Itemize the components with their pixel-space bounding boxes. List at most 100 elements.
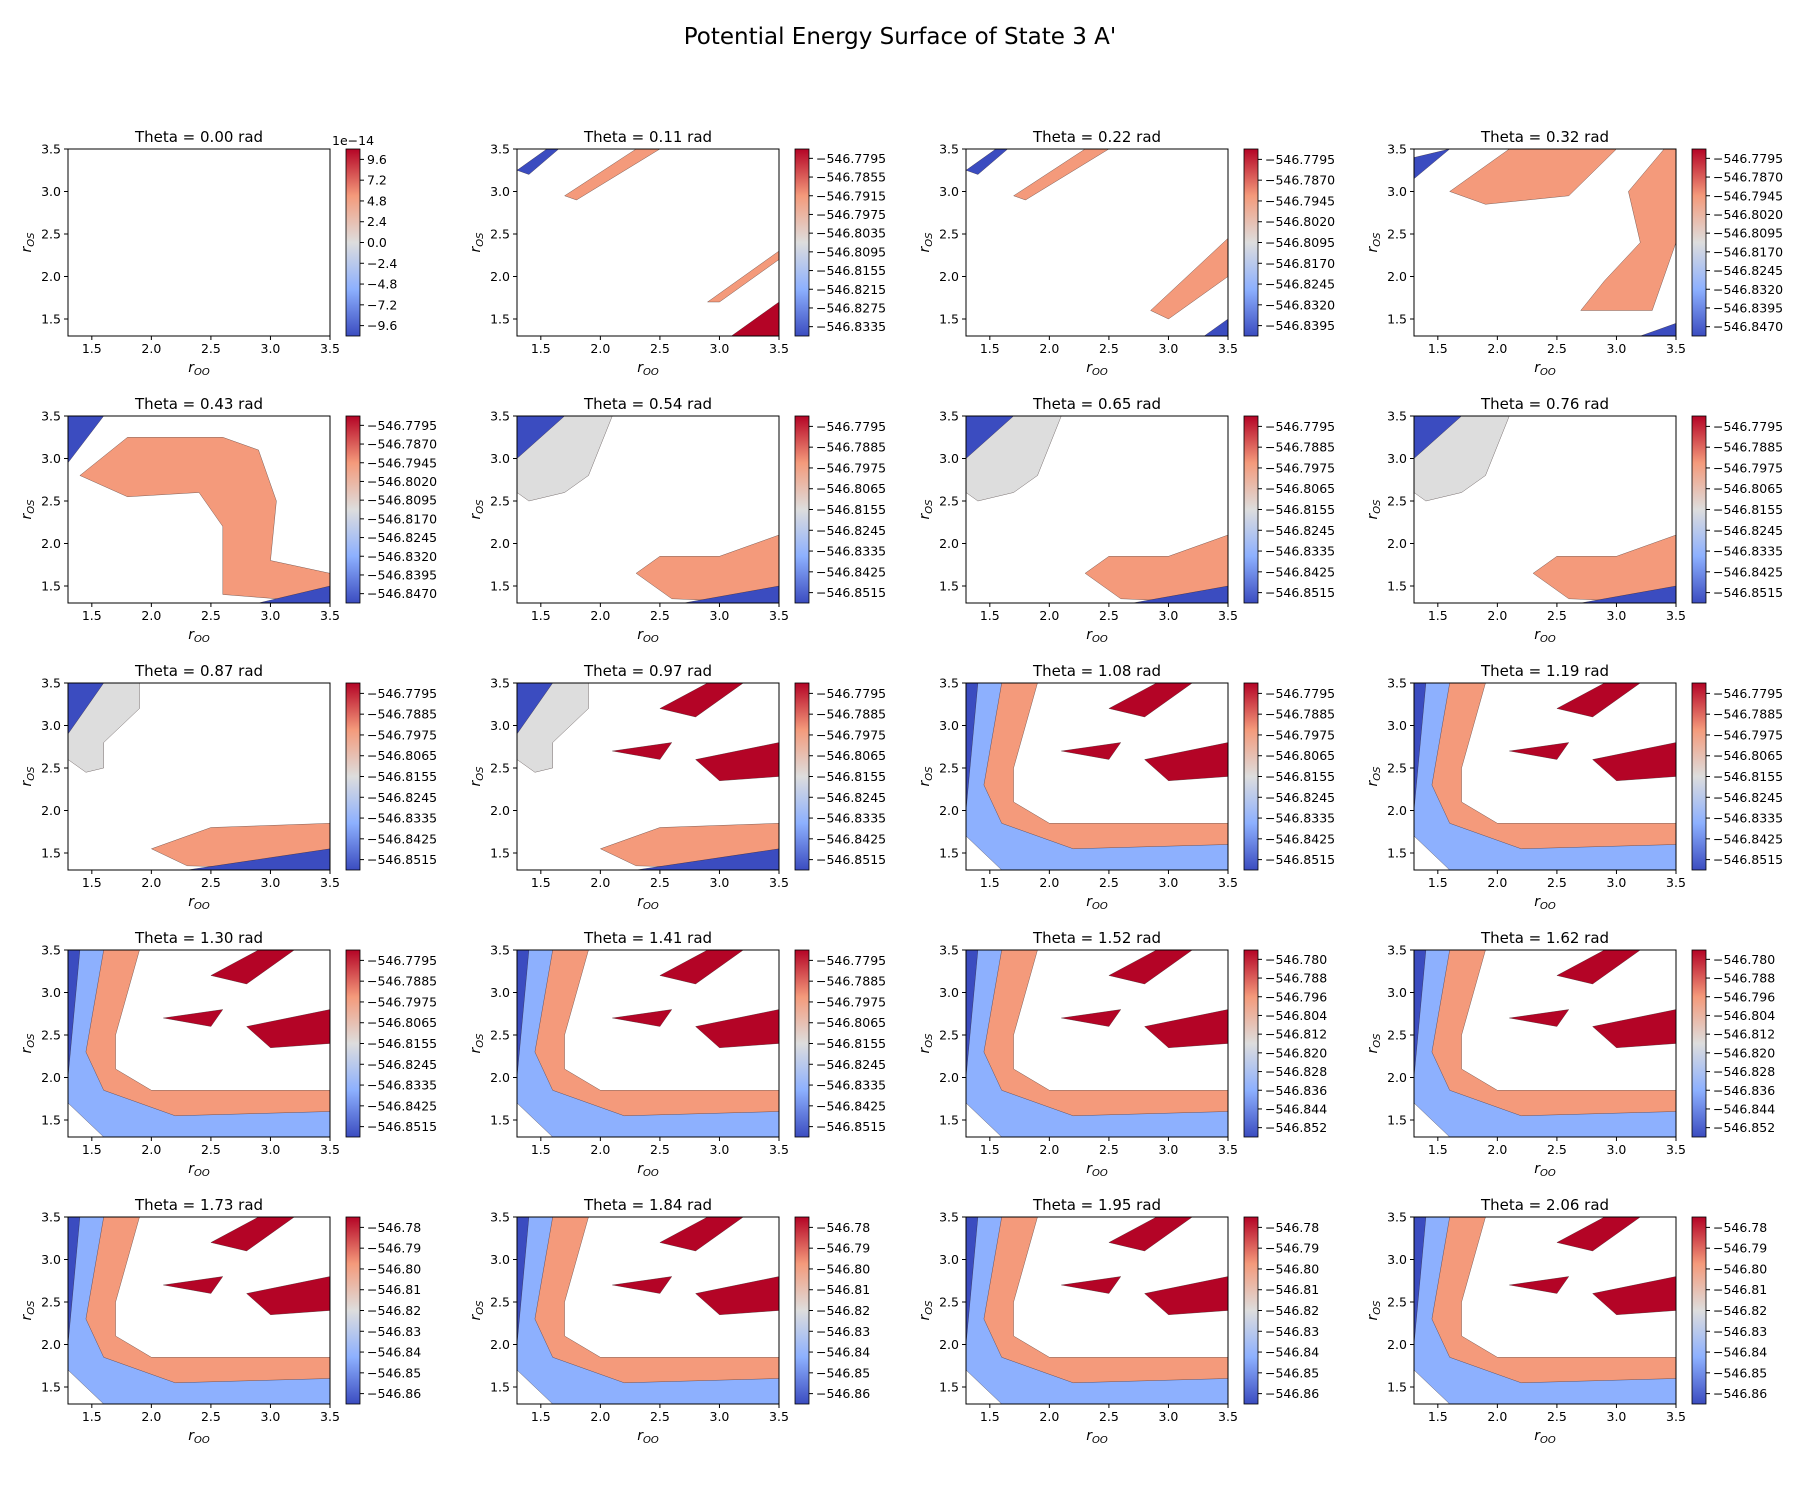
contour-region xyxy=(635,534,779,603)
colorbar-tick-label: −546.8515 xyxy=(816,1119,886,1134)
y-tick-label: 2.0 xyxy=(41,1337,61,1352)
contour-region xyxy=(210,950,295,985)
x-tick-label: 2.0 xyxy=(1039,608,1059,623)
colorbar-tick-label: −546.8245 xyxy=(1713,790,1783,805)
y-tick-label: 1.5 xyxy=(939,1113,959,1128)
x-tick-label: 2.5 xyxy=(201,1142,221,1157)
plot-frame xyxy=(516,682,780,871)
colorbar-tick-label: −546.7885 xyxy=(367,707,437,722)
colorbar-tick-label: −546.7795 xyxy=(1713,419,1783,434)
colorbar-tick-label: −546.7795 xyxy=(816,419,886,434)
x-tick-label: 3.5 xyxy=(320,341,340,356)
colorbar-tick-label: −546.8245 xyxy=(367,1057,437,1072)
x-tick-label: 3.0 xyxy=(261,875,281,890)
y-tick-label: 3.5 xyxy=(1387,409,1407,424)
plot-frame xyxy=(965,682,1229,871)
subplot: Theta = 1.19 rad 1.5 2.0 2.5 3.0 3.5 1.5 2.0 2.5… xyxy=(1365,662,1783,912)
colorbar-tick-label: −546.8065 xyxy=(1713,481,1783,496)
x-tick-label: 2.0 xyxy=(1039,875,1059,890)
contour-region xyxy=(68,950,330,1137)
x-tick-label: 1.5 xyxy=(531,608,551,623)
colorbar-tick-label: −546.8335 xyxy=(1265,544,1335,559)
y-tick-label: 2.5 xyxy=(41,227,61,242)
subplot: Theta = 0.97 rad 1.5 2.0 2.5 3.0 3.5 1.5 2.0 2.5… xyxy=(468,662,886,912)
subplot: Theta = 0.32 rad 1.5 2.0 2.5 3.0 3.5 1.5 2.0 2.5… xyxy=(1365,128,1783,378)
x-tick-label: 1.5 xyxy=(531,1142,551,1157)
contour-fill xyxy=(1414,683,1676,870)
y-tick-label: 2.5 xyxy=(41,1295,61,1310)
colorbar xyxy=(345,949,361,1138)
y-tick-label: 2.0 xyxy=(490,1070,510,1085)
colorbar xyxy=(1243,148,1259,337)
x-tick-label: 2.5 xyxy=(1099,608,1119,623)
y-tick-label: 1.5 xyxy=(41,1113,61,1128)
y-tick-label: 2.0 xyxy=(1387,269,1407,284)
y-tick-label: 2.5 xyxy=(41,1028,61,1043)
contour-fill xyxy=(1414,950,1676,1137)
y-tick-label: 3.5 xyxy=(1387,1210,1407,1225)
subplot: Theta = 1.52 rad 1.5 2.0 2.5 3.0 3.5 1.5 2.0 2.5… xyxy=(917,929,1327,1179)
x-axis-label: rOO xyxy=(188,1161,210,1179)
subplot: Theta = 0.65 rad 1.5 2.0 2.5 3.0 3.5 1.5 2.0 2.5… xyxy=(917,395,1335,645)
x-tick-label: 3.5 xyxy=(1666,608,1686,623)
subplot: Theta = 1.95 rad 1.5 2.0 2.5 3.0 3.5 1.5 2.0 2.5… xyxy=(917,1196,1319,1446)
y-tick-label: 2.0 xyxy=(1387,803,1407,818)
y-tick-label: 3.5 xyxy=(939,409,959,424)
plot-frame xyxy=(1413,415,1677,604)
subplot: Theta = 1.30 rad 1.5 2.0 2.5 3.0 3.5 1.5 2.0 2.5… xyxy=(19,929,437,1179)
contour-region xyxy=(1203,318,1228,336)
x-axis-label: rOO xyxy=(188,1428,210,1446)
subplot-title: Theta = 0.76 rad xyxy=(1480,395,1609,413)
contour-region xyxy=(1108,950,1193,985)
y-tick-label: 3.0 xyxy=(939,985,959,1000)
contour-region xyxy=(659,683,744,718)
y-axis-label: rOS xyxy=(19,1033,37,1054)
x-tick-label: 2.0 xyxy=(1487,875,1507,890)
colorbar xyxy=(794,682,810,871)
colorbar-tick-label: −546.8095 xyxy=(816,244,886,259)
x-tick-label: 2.5 xyxy=(1547,1142,1567,1157)
x-tick-label: 2.5 xyxy=(201,1409,221,1424)
colorbar-tick-label: −546.8515 xyxy=(1713,585,1783,600)
colorbar-tick-label: −546.8065 xyxy=(816,748,886,763)
colorbar-tick-label: −546.8245 xyxy=(367,530,437,545)
x-tick-label: 2.5 xyxy=(201,875,221,890)
y-tick-label: 1.5 xyxy=(41,846,61,861)
y-tick-label: 3.5 xyxy=(939,142,959,157)
y-tick-label: 2.0 xyxy=(41,1070,61,1085)
plot-frame xyxy=(1413,682,1677,871)
colorbar-tick-label: −546.852 xyxy=(1713,1120,1775,1135)
y-tick-label: 2.0 xyxy=(41,269,61,284)
colorbar-tick-label: −546.82 xyxy=(1265,1303,1319,1318)
y-axis-label: rOS xyxy=(917,499,935,520)
y-tick-label: 3.0 xyxy=(41,451,61,466)
y-tick-label: 3.0 xyxy=(41,985,61,1000)
colorbar-tick-label: −546.796 xyxy=(1713,989,1775,1004)
colorbar-tick-label: −546.8170 xyxy=(1265,256,1335,271)
contour-region xyxy=(68,950,81,1078)
colorbar-tick-label: −546.7975 xyxy=(1713,727,1783,742)
colorbar-tick-label: −546.8515 xyxy=(367,1119,437,1134)
colorbar-tick-label: −546.8245 xyxy=(1713,263,1783,278)
subplot: Theta = 0.00 rad 1.5 2.0 2.5 3.0 3.5 1.5 2.0 2.5… xyxy=(19,128,397,378)
subplot-title: Theta = 1.08 rad xyxy=(1032,662,1161,680)
colorbar-tick-label: −546.7885 xyxy=(816,440,886,455)
colorbar-tick-label: −546.85 xyxy=(1713,1365,1767,1380)
x-axis-label: rOO xyxy=(1086,627,1108,645)
y-tick-label: 1.5 xyxy=(41,1380,61,1395)
contour-region xyxy=(68,416,105,464)
x-tick-label: 2.5 xyxy=(1547,341,1567,356)
x-tick-label: 3.5 xyxy=(1666,875,1686,890)
colorbar-tick-label: −546.852 xyxy=(1265,1120,1327,1135)
x-tick-label: 3.5 xyxy=(1666,1142,1686,1157)
colorbar-tick-label: −546.84 xyxy=(1265,1345,1319,1360)
x-tick-label: 2.5 xyxy=(1099,341,1119,356)
contour-region xyxy=(966,683,1228,870)
plot-frame xyxy=(67,148,331,337)
contour-region xyxy=(1061,742,1122,760)
colorbar-tick-label: −546.8515 xyxy=(1713,852,1783,867)
x-tick-label: 3.0 xyxy=(1607,1142,1627,1157)
colorbar-tick-label: −546.8215 xyxy=(816,282,886,297)
x-tick-label: 2.0 xyxy=(1487,1409,1507,1424)
colorbar-tick-label: −546.788 xyxy=(1265,971,1327,986)
